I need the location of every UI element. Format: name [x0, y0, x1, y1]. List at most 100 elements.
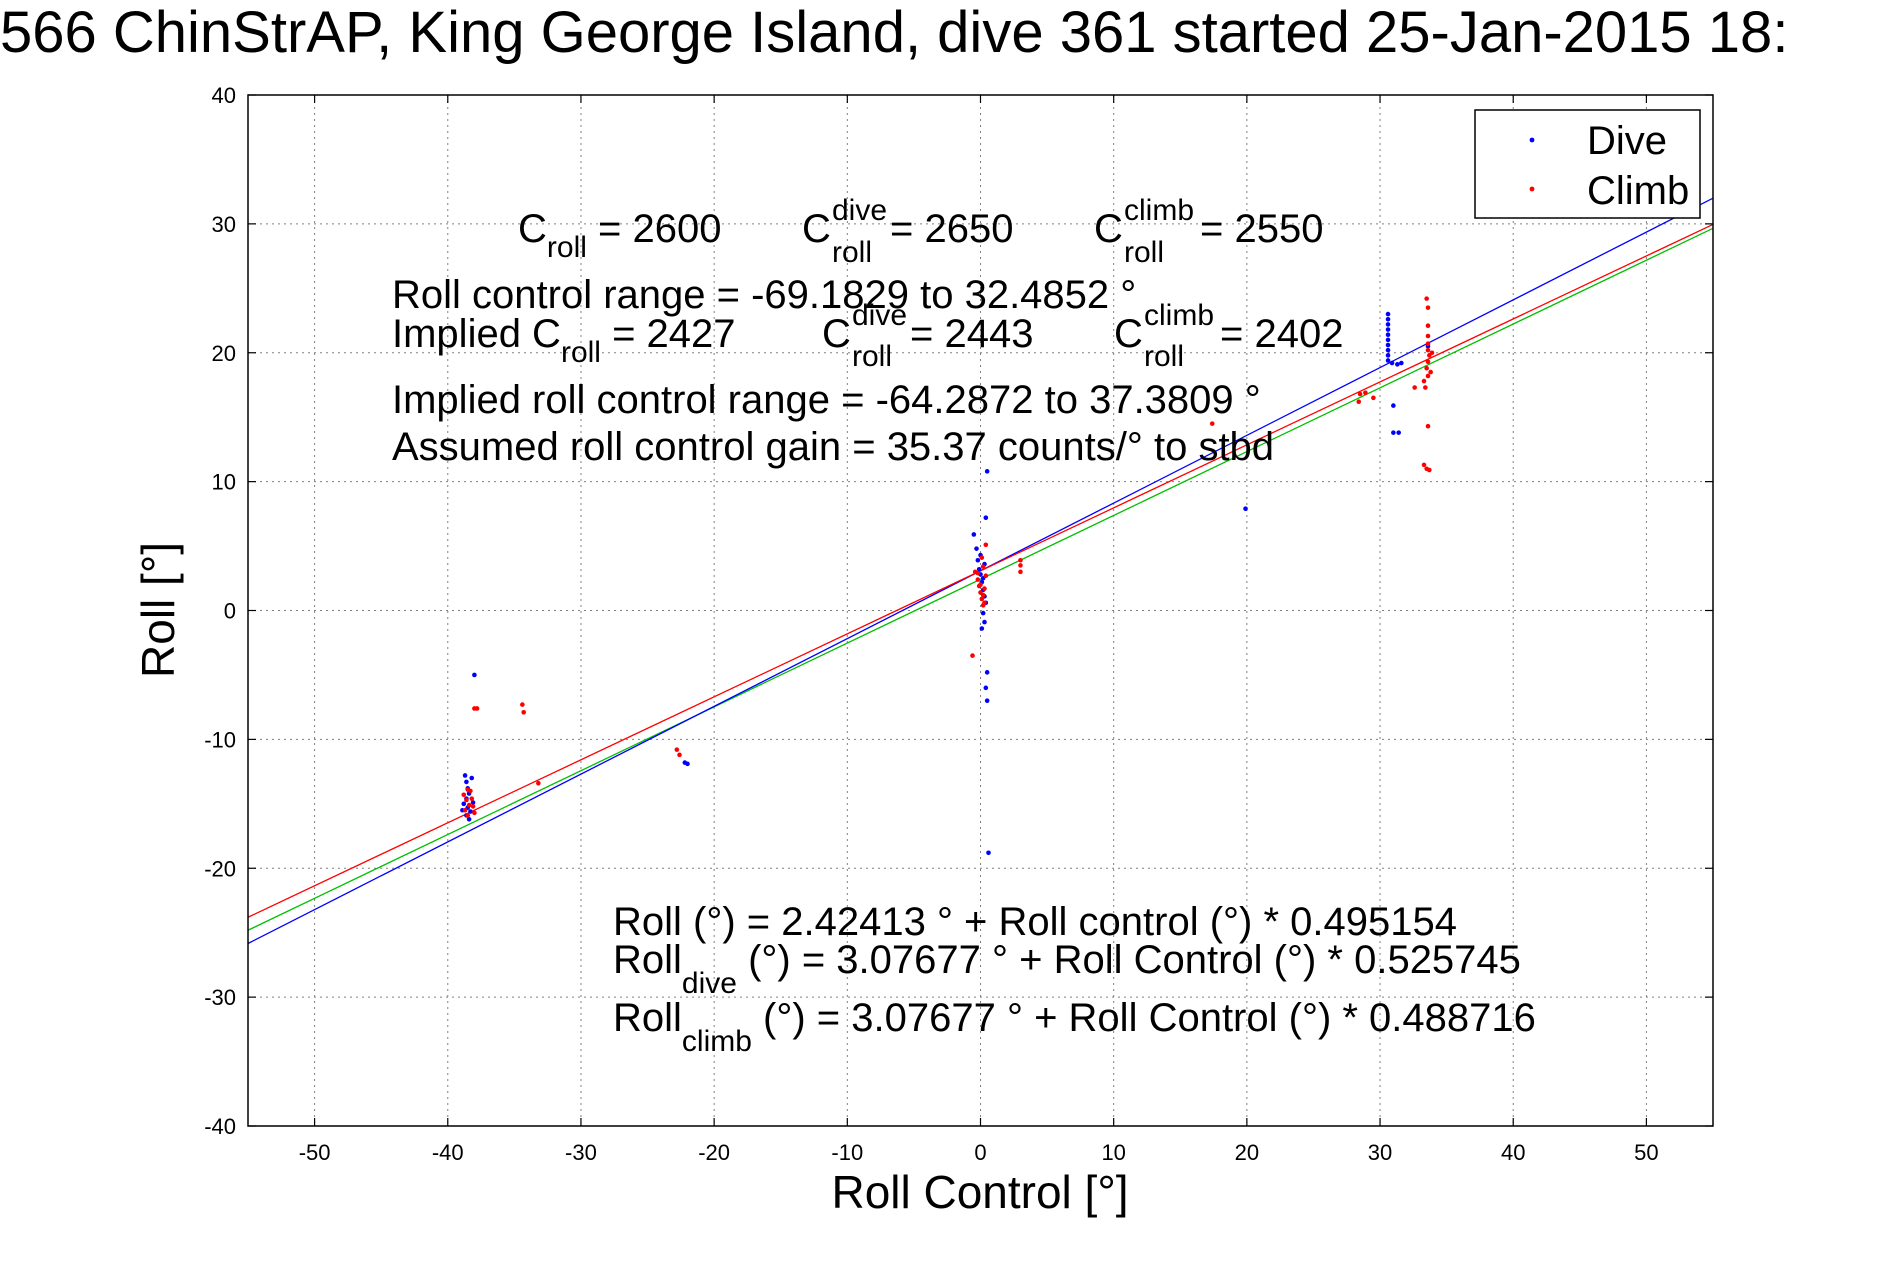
dive-point	[1395, 362, 1400, 367]
dive-point	[472, 672, 477, 678]
c-dive-sup: dive	[832, 194, 887, 227]
climb-point	[979, 555, 985, 560]
c-climb-sup: climb	[1124, 194, 1194, 227]
x-tick-label: 50	[1634, 1140, 1658, 1165]
y-tick-label: 0	[224, 599, 236, 624]
dive-point	[979, 626, 985, 631]
dive-point	[1385, 311, 1391, 317]
x-axis-label: Roll Control [°]	[831, 1166, 1128, 1218]
climb-point	[978, 582, 983, 588]
implied-range-text: Implied roll control range = -64.2872 to…	[392, 378, 1261, 422]
climb-point	[970, 653, 975, 658]
climb-point	[1425, 423, 1431, 429]
climb-point	[1428, 369, 1433, 375]
c-dive-value: = 2650	[890, 207, 1013, 251]
climb-point	[520, 702, 525, 707]
eq-dive-roll: Roll	[613, 938, 682, 982]
dive-point	[462, 773, 468, 778]
implied-value: = 2427	[601, 312, 736, 356]
gain-text: Assumed roll control gain = 35.37 counts…	[392, 425, 1274, 469]
dive-point	[971, 532, 977, 537]
annotations: Croll = 2600 C dive roll = 2650 C climb …	[392, 194, 1536, 1058]
dive-point	[468, 809, 473, 814]
eq-dive-rest: (°) = 3.07677 ° + Roll Control (°) * 0.5…	[737, 938, 1521, 982]
implied-dive-sup: dive	[852, 299, 907, 332]
climb-point	[983, 542, 989, 548]
dive-point	[1399, 360, 1404, 366]
dive-point	[984, 469, 990, 474]
dive-point	[1243, 506, 1248, 511]
y-tick-label: -10	[204, 727, 236, 752]
climb-point	[975, 577, 981, 582]
climb-point	[1018, 569, 1023, 575]
climb-point	[980, 564, 986, 569]
y-tick-label: -20	[204, 856, 236, 881]
c-climb-sub: roll	[1124, 236, 1164, 269]
dive-point	[974, 546, 979, 551]
climb-point	[1425, 359, 1431, 365]
x-tick-label: -10	[831, 1140, 863, 1165]
climb-point	[466, 802, 472, 808]
climb-point	[1018, 563, 1023, 568]
c-climb-letter: C	[1094, 207, 1123, 251]
dive-point	[685, 761, 690, 767]
climb-point	[982, 586, 987, 591]
climb-point	[980, 592, 986, 598]
c-dive-sub: roll	[832, 236, 872, 269]
dive-point	[1385, 347, 1391, 353]
dive-point	[976, 566, 982, 572]
dive-point	[1385, 332, 1391, 338]
y-axis-label: Roll [°]	[132, 542, 184, 678]
c-roll-line: Croll = 2600 C dive roll = 2650 C climb …	[518, 194, 1323, 269]
implied-dive-value: = 2443	[910, 312, 1033, 356]
equation-dive: Rolldive (°) = 3.07677 ° + Roll Control …	[613, 938, 1521, 1000]
climb-point	[1425, 333, 1431, 339]
c-dive-letter: C	[802, 207, 831, 251]
climb-point	[465, 813, 471, 818]
legend-climb-marker	[1529, 186, 1535, 192]
dive-point	[1385, 337, 1391, 343]
y-tick-label: 40	[212, 83, 236, 108]
climb-point	[472, 810, 477, 816]
y-tick-label: 30	[212, 212, 236, 237]
dive-point	[984, 670, 990, 675]
legend-climb-label: Climb	[1587, 169, 1689, 213]
climb-point	[1412, 385, 1417, 390]
c-roll-letter: C	[518, 207, 547, 251]
eq-climb-rest: (°) = 3.07677 ° + Roll Control (°) * 0.4…	[752, 996, 1536, 1040]
dive-point	[975, 557, 981, 563]
climb-point	[465, 787, 471, 792]
dive-point	[980, 610, 986, 616]
dive-point	[464, 779, 469, 785]
x-tick-label: -20	[698, 1140, 730, 1165]
climb-point	[470, 804, 476, 809]
equation-all: Roll (°) = 2.42413 ° + Roll control (°) …	[613, 900, 1457, 944]
climb-point	[462, 807, 468, 813]
climb-point	[1423, 385, 1428, 390]
c-roll-value: = 2600	[587, 207, 722, 251]
dive-point	[1385, 342, 1391, 348]
climb-point	[1018, 557, 1023, 563]
climb-point	[474, 706, 480, 711]
climb-point	[464, 797, 469, 803]
roll-range-text: Roll control range = -69.1829 to 32.4852…	[392, 273, 1136, 317]
legend-box	[1474, 109, 1701, 219]
climb-point	[1209, 421, 1215, 426]
legend-dive-label: Dive	[1587, 119, 1667, 163]
dive-point	[466, 816, 472, 822]
implied-climb-letter: C	[1114, 312, 1143, 356]
climb-point	[1425, 341, 1431, 347]
climb-point	[982, 600, 987, 606]
dive-point	[983, 515, 989, 521]
climb-point	[1371, 395, 1376, 401]
ticks: -50 -40 -30 -20 -10 0 10 20 30 40 50 -40 -30 -20 -10 0 1…	[204, 83, 1713, 1165]
climb-point	[1425, 347, 1431, 353]
climb-point	[521, 710, 526, 715]
climb-point	[983, 573, 989, 579]
climb-point	[677, 752, 682, 758]
climb-point	[1427, 467, 1432, 473]
eq-climb-sub: climb	[682, 1025, 752, 1058]
y-tick-label: 20	[212, 341, 236, 366]
implied-climb-sub: roll	[1144, 340, 1184, 373]
eq-dive-sub: dive	[682, 967, 737, 1000]
